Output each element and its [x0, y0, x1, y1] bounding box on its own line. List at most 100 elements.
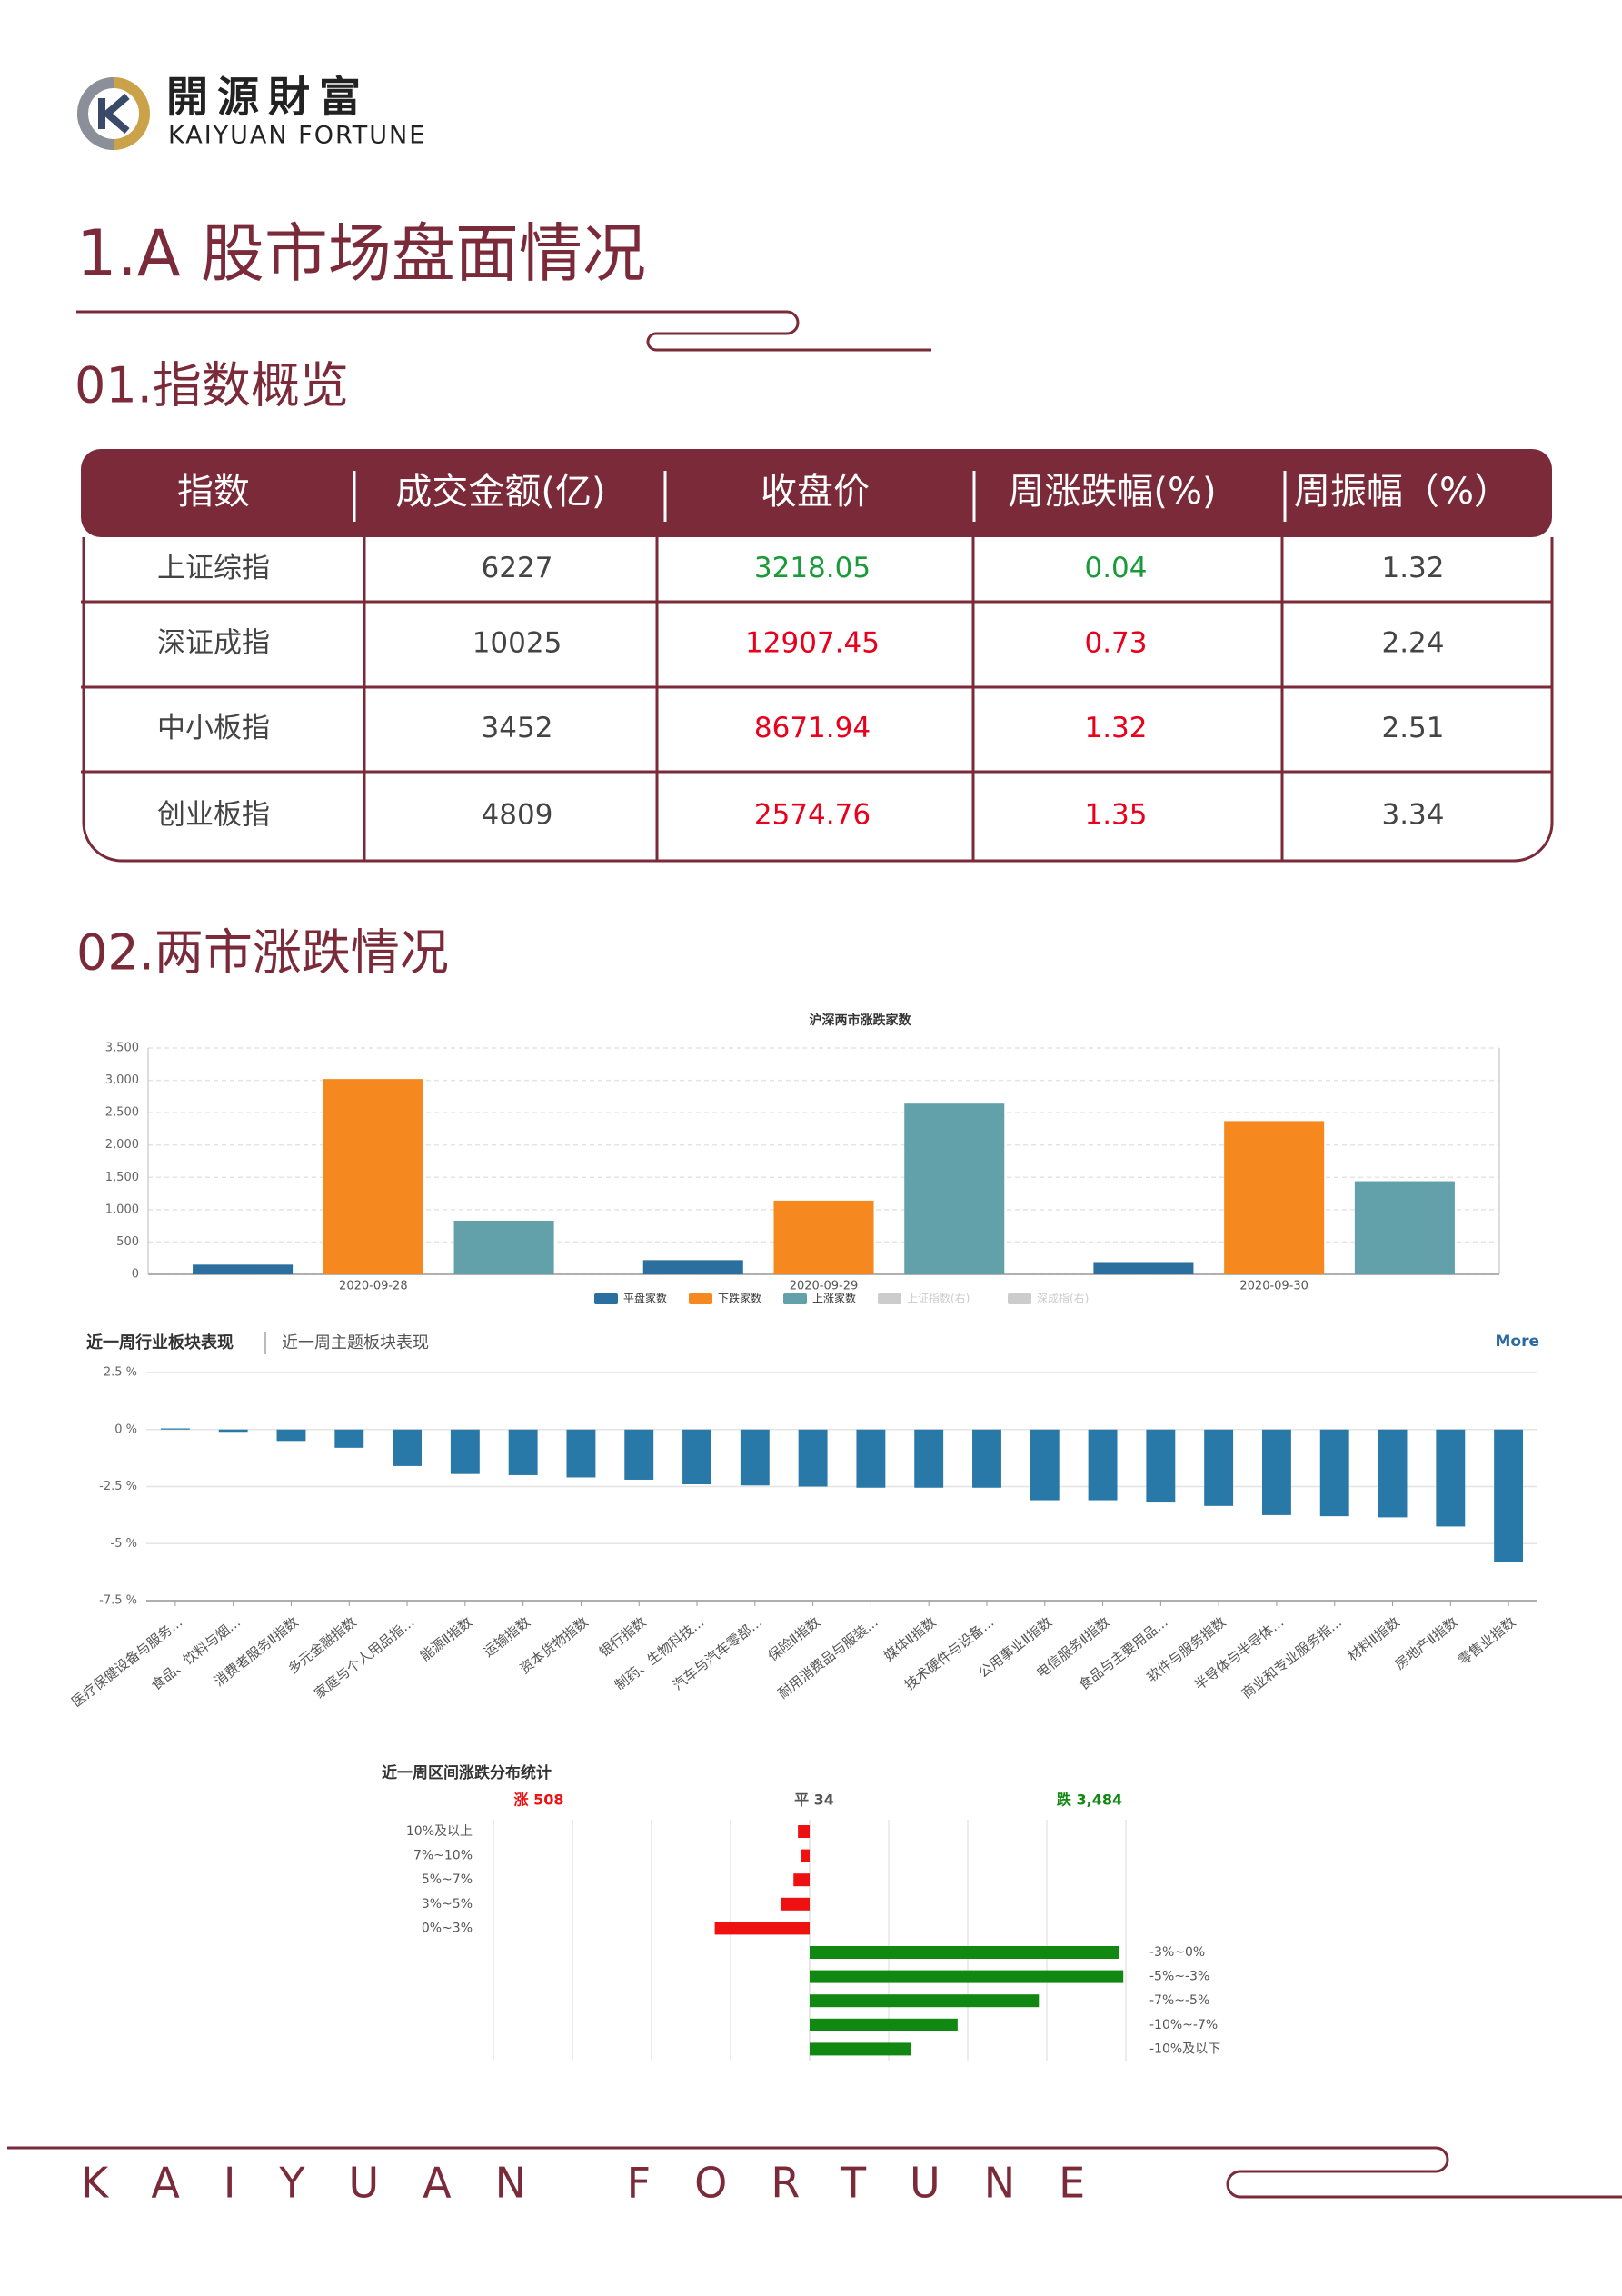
bar: [972, 1429, 1001, 1488]
summary: 涨 508: [514, 1792, 564, 1809]
legend-swatch: [594, 1293, 618, 1304]
more-link[interactable]: More: [1495, 1333, 1539, 1351]
x-tick-label: 能源Ⅱ指数: [417, 1614, 475, 1665]
bar: [218, 1429, 248, 1433]
bar: [1224, 1121, 1325, 1274]
legend-swatch: [783, 1293, 807, 1304]
x-tick-label: 2020-09-29: [790, 1280, 859, 1293]
category-label: -10%~-7%: [1149, 2018, 1218, 2032]
y-tick-label: 2,500: [105, 1106, 139, 1120]
x-tick-label: 媒体Ⅱ指数: [881, 1614, 939, 1665]
bar: [801, 1849, 810, 1862]
brand-cn: 開源財富: [166, 73, 370, 122]
bar: [780, 1897, 810, 1911]
legend-label: 深成指(右): [1037, 1292, 1089, 1305]
bar: [810, 2018, 958, 2031]
y-tick-label: 0: [132, 1268, 139, 1282]
category-label: 7%~10%: [413, 1849, 473, 1863]
table-cell: 8671.94: [754, 712, 871, 744]
legend-label: 上证指数(右): [907, 1292, 970, 1305]
title-rule: [76, 310, 931, 352]
table-cell: 12907.45: [745, 627, 880, 660]
bar: [810, 1994, 1040, 2008]
bar: [740, 1429, 770, 1486]
logo-ring-left: [77, 77, 114, 150]
section-title: 1.A 股市场盘面情况: [76, 216, 646, 291]
category-label: -10%及以下: [1149, 2041, 1220, 2056]
bar: [508, 1429, 538, 1475]
legend-label: 下跌家数: [718, 1292, 761, 1305]
category-label: -3%~0%: [1149, 1945, 1205, 1960]
table-header-cell: 收盘价: [761, 471, 870, 513]
table-cell: 1.35: [1084, 799, 1147, 832]
x-tick-label: 医疗保健设备与服务...: [68, 1614, 185, 1711]
table-cell: 3218.05: [754, 552, 871, 584]
bar: [1378, 1429, 1408, 1518]
footer-brand: KAIYUAN FORTUNE: [81, 2159, 1129, 2208]
bar: [682, 1429, 711, 1484]
table-cell: 深证成指: [157, 627, 270, 660]
legend-label: 平盘家数: [623, 1292, 667, 1305]
y-tick-label: 0 %: [114, 1423, 137, 1436]
table-cell: 2.24: [1381, 627, 1444, 660]
bar: [1093, 1262, 1194, 1274]
footer-rule: [7, 2146, 1622, 2199]
bar: [714, 1922, 810, 1935]
bar: [1319, 1429, 1349, 1517]
chart-title: 沪深两市涨跌家数: [810, 1013, 912, 1028]
category-label: -5%~-3%: [1149, 1970, 1209, 1984]
bar: [1494, 1429, 1524, 1562]
category-label: 0%~3%: [422, 1921, 473, 1935]
x-tick-label: 家庭与个人用品指...: [311, 1614, 417, 1702]
bar: [393, 1429, 423, 1466]
table-header-cell: 成交金额(亿): [395, 471, 605, 513]
y-tick-label: -5 %: [111, 1537, 137, 1551]
bar: [642, 1260, 743, 1274]
bar: [798, 1429, 828, 1487]
bar: [624, 1429, 654, 1480]
x-tick-label: 商业和专业服务指...: [1239, 1614, 1345, 1702]
table-header-cell: 指数: [177, 471, 250, 513]
bar: [810, 1970, 1124, 1983]
table-cell: 3452: [482, 712, 553, 744]
category-label: 10%及以上: [406, 1824, 473, 1839]
table-cell: 2574.76: [754, 799, 871, 832]
summary: 平 34: [794, 1792, 834, 1809]
table-header-cell: 周振幅（%）: [1294, 471, 1510, 513]
logo: [77, 77, 150, 150]
tab: 近一周行业板块表现: [86, 1333, 234, 1353]
table-cell: 2.51: [1381, 712, 1444, 744]
bar: [450, 1429, 480, 1474]
y-tick-label: 2,000: [105, 1138, 139, 1152]
legend-swatch: [1008, 1293, 1031, 1304]
table-frame: [82, 537, 1554, 863]
x-tick-label: 保险Ⅱ指数: [765, 1614, 823, 1665]
bar: [1088, 1429, 1118, 1501]
table-cell: 4809: [482, 799, 553, 832]
x-tick-label: 2020-09-28: [339, 1280, 408, 1293]
y-tick-label: -2.5 %: [99, 1480, 137, 1493]
bar: [773, 1200, 874, 1274]
table-cell: 3.34: [1381, 799, 1444, 832]
y-tick-label: 3,000: [105, 1073, 139, 1087]
bar: [276, 1429, 306, 1442]
bar: [334, 1429, 364, 1448]
chart-title: 近一周区间涨跌分布统计: [382, 1763, 552, 1782]
x-tick-label: 房地产Ⅱ指数: [1392, 1614, 1461, 1673]
bar: [1146, 1429, 1176, 1503]
x-tick-label: 银行指数: [596, 1614, 649, 1661]
bar: [1261, 1429, 1291, 1515]
bar: [914, 1429, 944, 1488]
bar: [798, 1825, 810, 1838]
legend-swatch: [689, 1293, 712, 1304]
bar: [1436, 1429, 1466, 1527]
x-tick-label: 耐用消费品与服装...: [775, 1614, 881, 1702]
table-cell: 0.04: [1084, 552, 1147, 584]
logo-k: [98, 93, 130, 135]
bar: [323, 1079, 423, 1274]
category-label: 5%~7%: [422, 1872, 473, 1887]
y-tick-label: 3,500: [105, 1042, 139, 1055]
bar: [1030, 1429, 1060, 1501]
table-cell: 0.73: [1084, 627, 1147, 660]
table-cell: 1.32: [1084, 712, 1147, 744]
